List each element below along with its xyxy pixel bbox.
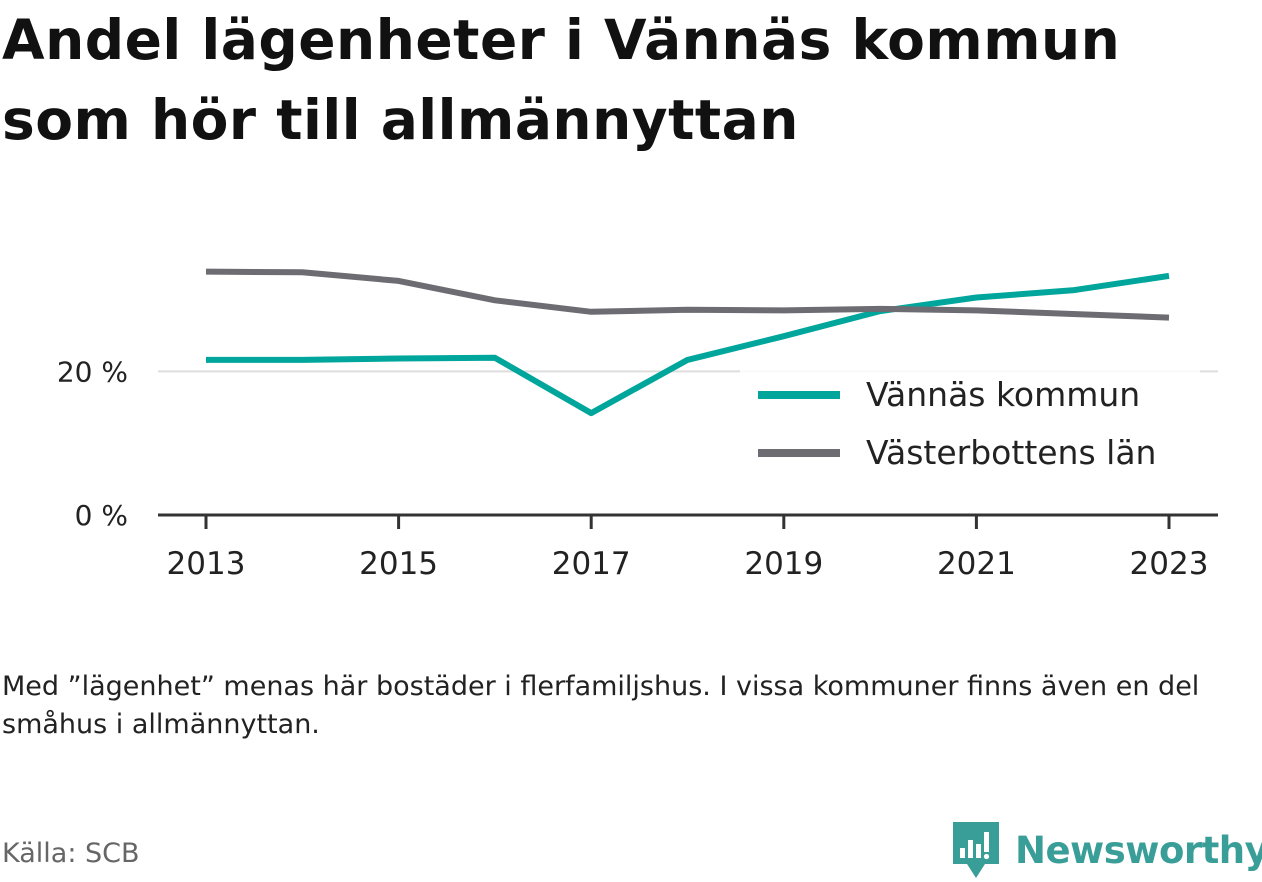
x-tick-label: 2013	[167, 546, 246, 582]
x-tick-label: 2015	[359, 546, 438, 582]
line-chart: 2013 2015 2017 2019 2021 2023 0 % 20 % Vännäs …	[57, 268, 1218, 582]
y-tick-label: 20 %	[57, 355, 128, 388]
x-tick-label: 2023	[1130, 546, 1209, 582]
chart-note: Med ”lägenhet” menas här bostäder i fler…	[2, 671, 1200, 740]
source-credit: Källa: SCB	[2, 838, 140, 869]
x-axis: 2013 2015 2017 2019 2021 2023	[158, 513, 1218, 582]
x-tick-label: 2019	[744, 546, 823, 582]
x-tick-label: 2017	[552, 546, 631, 582]
newsworthy-logo: Newsworthy	[951, 818, 1262, 882]
y-axis-labels: 0 % 20 %	[57, 355, 128, 532]
series-lines	[205, 268, 1170, 417]
newsworthy-chart-icon	[953, 822, 999, 878]
x-tick-label: 2021	[937, 546, 1016, 582]
series-line-2	[205, 268, 1170, 321]
chart-title: Andel lägenheter i Vännäs kommun som hör…	[2, 8, 1121, 152]
series-line-1	[206, 272, 1170, 417]
legend: Vännäs kommun Västerbottens län	[740, 366, 1200, 486]
legend-label: Vännäs kommun	[866, 375, 1140, 414]
y-tick-label: 0 %	[75, 499, 128, 532]
legend-label: Västerbottens län	[866, 433, 1156, 472]
brand-name: Newsworthy	[1015, 828, 1262, 872]
legend-background	[740, 366, 1200, 486]
